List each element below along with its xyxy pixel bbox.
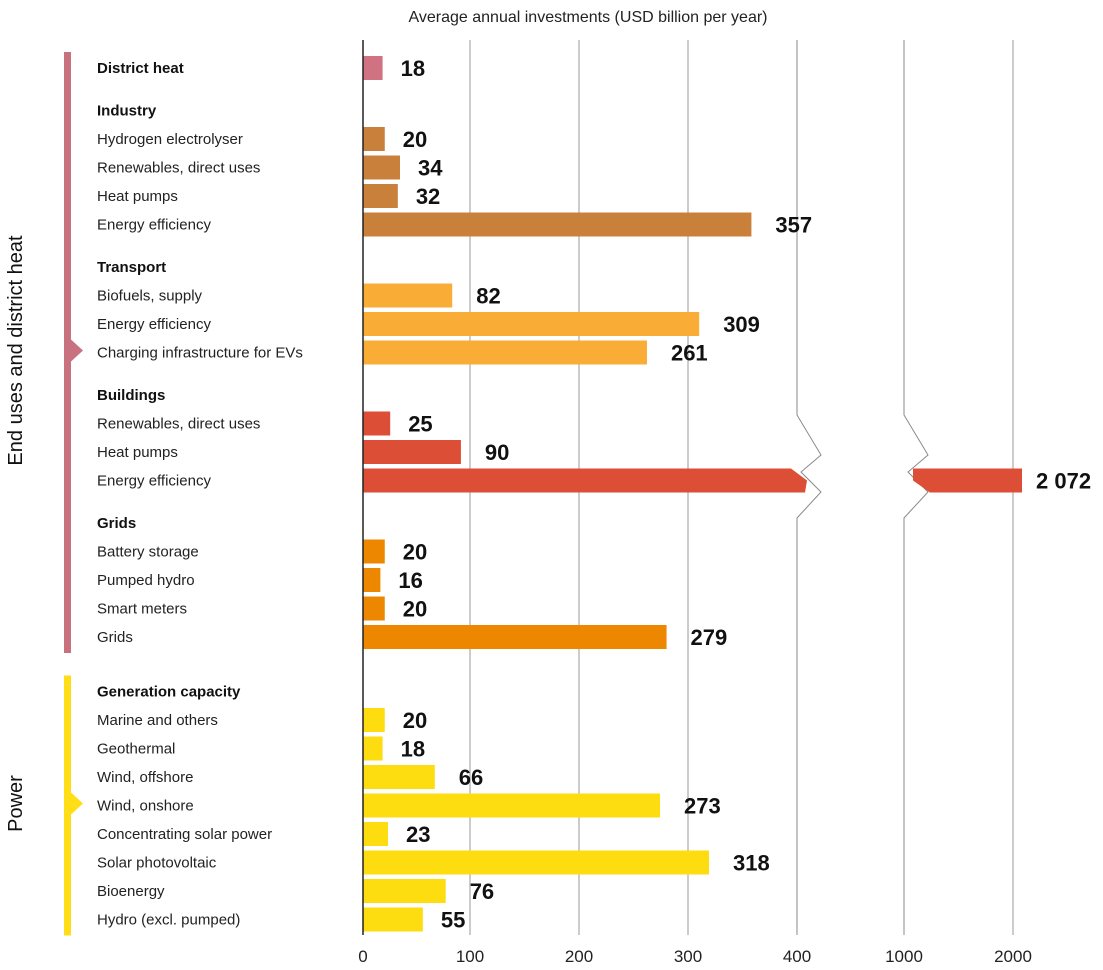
- bar: [913, 468, 1022, 493]
- category-label: Wind, offshore: [97, 769, 193, 786]
- category-label: Biofuels, supply: [97, 288, 203, 305]
- section-pointer: [71, 339, 83, 362]
- category-label: Smart meters: [97, 601, 187, 618]
- value-label: 2 072: [1036, 469, 1091, 494]
- value-label: 23: [406, 822, 430, 847]
- category-label: Charging infrastructure for EVs: [97, 345, 303, 362]
- bar: [363, 625, 667, 649]
- bar: [363, 765, 435, 789]
- tick-label-300: 300: [674, 947, 702, 966]
- group-label: Grids: [97, 515, 136, 532]
- category-label: Concentrating solar power: [97, 826, 272, 843]
- value-label: 357: [775, 213, 812, 238]
- tick-label-200: 200: [565, 947, 593, 966]
- category-labels: District heat Industry Hydrogen electrolys…: [97, 60, 303, 929]
- group-label: Buildings: [97, 387, 165, 404]
- bar: [363, 56, 383, 80]
- value-label: 20: [403, 127, 427, 152]
- value-label: 76: [470, 879, 494, 904]
- category-label: Energy efficiency: [97, 473, 211, 490]
- group-label: District heat: [97, 60, 184, 77]
- bar: [363, 440, 461, 464]
- section-label: End uses and district heat: [5, 235, 27, 466]
- bar: [363, 312, 700, 336]
- category-label: Pumped hydro: [97, 572, 195, 589]
- bar: [363, 907, 423, 932]
- bar: [363, 411, 391, 436]
- bar: [363, 568, 381, 592]
- category-label: Battery storage: [97, 544, 199, 561]
- value-label: 66: [459, 765, 483, 790]
- bar: [363, 736, 383, 761]
- value-label: 34: [418, 156, 443, 181]
- axis-title: Average annual investments (USD billion …: [409, 9, 768, 26]
- value-label: 25: [408, 412, 432, 437]
- tick-label-0: 0: [358, 947, 367, 966]
- section-pointer: [71, 792, 83, 815]
- bar: [363, 340, 647, 365]
- bar: [363, 793, 661, 818]
- category-label: Grids: [97, 629, 133, 646]
- category-label: Energy efficiency: [97, 316, 211, 333]
- bar: [363, 879, 446, 903]
- category-label: Wind, onshore: [97, 798, 194, 815]
- bar: [363, 468, 807, 493]
- bar: [363, 539, 385, 564]
- bar: [363, 850, 709, 875]
- tick-label-2000: 2000: [994, 947, 1032, 966]
- group-label: Transport: [97, 259, 166, 276]
- value-label: 261: [671, 341, 708, 366]
- bar: [363, 155, 400, 180]
- value-label: 20: [403, 708, 427, 733]
- group-label: Generation capacity: [97, 684, 241, 701]
- bar: [363, 127, 385, 151]
- section-label: Power: [5, 775, 27, 832]
- tick-label-1000: 1000: [885, 947, 923, 966]
- category-label: Geothermal: [97, 741, 175, 758]
- tick-label-400: 400: [783, 947, 811, 966]
- category-label: Solar photovoltaic: [97, 855, 217, 872]
- value-label: 273: [684, 794, 721, 819]
- value-label: 318: [733, 851, 770, 876]
- value-label: 90: [485, 440, 509, 465]
- section-bracket: [64, 52, 71, 653]
- group-label: Industry: [97, 103, 157, 120]
- gridline-break-1000: [903, 40, 929, 935]
- category-label: Heat pumps: [97, 444, 178, 461]
- category-label: Bioenergy: [97, 883, 165, 900]
- category-label: Hydrogen electrolyser: [97, 131, 243, 148]
- bars: [363, 56, 1022, 932]
- value-label: 20: [403, 540, 427, 565]
- value-label: 55: [441, 908, 465, 933]
- bar: [363, 822, 389, 846]
- bar: [363, 184, 398, 208]
- category-label: Marine and others: [97, 712, 218, 729]
- gridline-break-400: [796, 40, 822, 935]
- x-axis-ticks: 0 100 200 300 400 1000 2000: [358, 947, 1032, 966]
- bar: [363, 708, 385, 732]
- bar: [363, 212, 752, 237]
- value-label: 16: [398, 568, 422, 593]
- bar: [363, 596, 385, 621]
- value-label: 20: [403, 597, 427, 622]
- category-label: Renewables, direct uses: [97, 416, 260, 433]
- value-label: 309: [723, 312, 760, 337]
- category-label: Energy efficiency: [97, 217, 211, 234]
- value-label: 279: [691, 625, 728, 650]
- section-bracket: [64, 675, 71, 936]
- tick-label-100: 100: [456, 947, 484, 966]
- value-labels: 18 20 34 32 357 82 309 261 25 90 2 072 20 16 20 279 20 1…: [398, 56, 1091, 933]
- category-label: Renewables, direct uses: [97, 160, 260, 177]
- bar: [363, 283, 453, 308]
- value-label: 82: [476, 284, 500, 309]
- category-label: Hydro (excl. pumped): [97, 912, 240, 929]
- section-brackets: End uses and district heat Power: [5, 52, 83, 936]
- category-label: Heat pumps: [97, 188, 178, 205]
- value-label: 18: [401, 56, 425, 81]
- value-label: 32: [416, 184, 440, 209]
- value-label: 18: [401, 737, 425, 762]
